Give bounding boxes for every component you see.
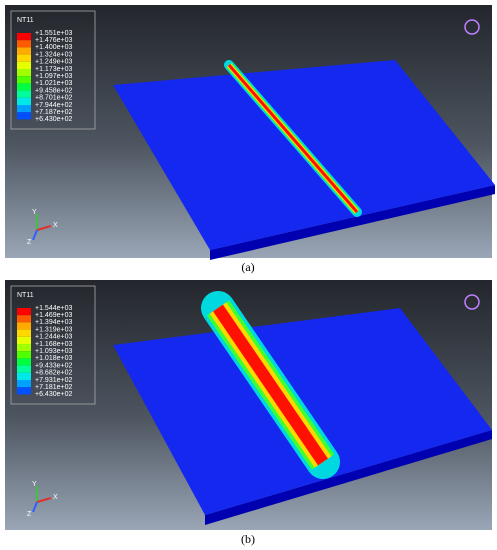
legend-label: +1.249e+03 [35,59,72,66]
triad-label: Z [27,511,32,518]
legend-label: +1.093e+03 [35,348,72,355]
legend-label: +9.433e+02 [35,362,72,369]
legend-swatch [17,344,31,352]
legend-label: +1.544e+03 [35,305,72,312]
logo [464,294,480,310]
legend-label: +1.400e+03 [35,44,72,51]
triad-label: X [53,494,58,501]
legend-title: NT11 [17,292,34,299]
logo [464,19,480,35]
triad-label: X [53,222,58,229]
legend-label: +1.168e+03 [35,341,72,348]
legend-swatch [17,69,31,77]
legend-swatch [17,54,31,62]
plate-side [205,430,492,525]
caption: (a) [241,260,254,274]
legend-swatch [17,33,31,41]
legend-swatch [17,387,31,395]
legend-label: +1.244e+03 [35,334,72,341]
legend-label: +1.476e+03 [35,37,72,44]
viewport-panel: NT11+1.544e+03+1.469e+03+1.394e+03+1.319… [5,280,492,530]
triad-label: Y [32,209,37,216]
legend-swatch [17,76,31,84]
legend-label: +1.394e+03 [35,319,72,326]
weld-contour [227,64,359,213]
legend-swatch [17,329,31,337]
weld-contour [213,304,328,466]
legend-label: +1.018e+03 [35,355,72,362]
legend-label: +7.944e+02 [35,102,72,109]
legend-swatch [17,308,31,316]
triad-axis [36,497,52,503]
legend-swatch [17,351,31,359]
caption: (b) [241,532,255,546]
legend-swatch [17,365,31,373]
plate-side [210,185,495,260]
legend-label: +1.319e+03 [35,326,72,333]
legend-label: +1.021e+03 [35,80,72,87]
triad-label: Y [32,481,37,488]
legend-box [10,285,96,405]
legend-swatch [17,372,31,380]
legend-label: +8.682e+02 [35,370,72,377]
legend-swatch [17,90,31,98]
legend-swatch [17,61,31,69]
triad-axis [32,229,38,241]
legend-box [10,10,96,130]
legend-label: +7.187e+02 [35,109,72,116]
legend-title: NT11 [17,17,34,24]
legend-label: +1.551e+03 [35,30,72,37]
legend-swatch [17,380,31,388]
legend-swatch [17,47,31,55]
legend-swatch [17,40,31,48]
legend-swatch [17,315,31,323]
legend-swatch [17,112,31,120]
legend-label: +7.931e+02 [35,377,72,384]
legend-swatch [17,358,31,366]
legend-swatch [17,83,31,91]
legend-swatch [17,105,31,113]
legend-label: +1.469e+03 [35,312,72,319]
legend-label: +1.324e+03 [35,51,72,58]
legend-label: +6.430e+02 [35,391,72,398]
triad-label: Z [27,239,32,246]
legend-swatch [17,322,31,330]
triad-axis [32,501,38,513]
legend-label: +1.173e+03 [35,66,72,73]
triad-axis [36,225,52,231]
legend-swatch [17,336,31,344]
legend-label: +7.181e+02 [35,384,72,391]
legend-label: +6.430e+02 [35,116,72,123]
legend-label: +1.097e+03 [35,73,72,80]
legend-label: +9.458e+02 [35,87,72,94]
legend-label: +8.701e+02 [35,95,72,102]
viewport-panel: NT11+1.551e+03+1.476e+03+1.400e+03+1.324… [5,5,495,260]
legend-swatch [17,97,31,105]
